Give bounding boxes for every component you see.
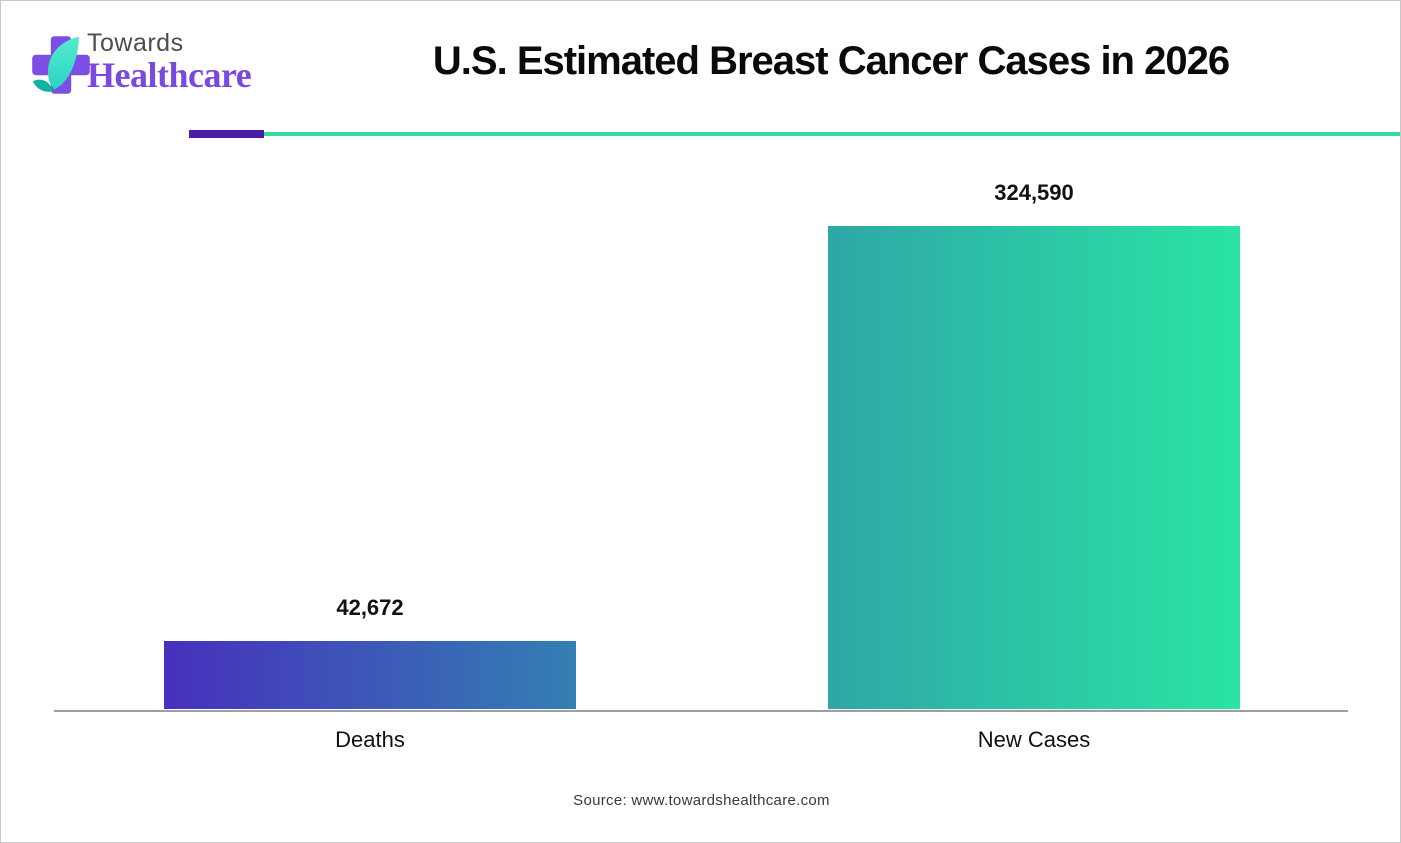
chart-title: U.S. Estimated Breast Cancer Cases in 20… bbox=[432, 39, 1230, 83]
divider-teal-segment bbox=[264, 132, 1400, 136]
source-text: Source: www.towardshealthcare.com bbox=[573, 792, 830, 809]
cross-leaf-logo-icon bbox=[32, 36, 90, 94]
bar-group-new-cases: 324,590 bbox=[828, 180, 1240, 709]
bar-new-cases bbox=[828, 226, 1240, 709]
value-label-deaths: 42,672 bbox=[336, 595, 404, 620]
logo-healthcare-text: Healthcare bbox=[87, 55, 252, 95]
x-axis-line bbox=[54, 710, 1348, 712]
category-label-deaths: Deaths bbox=[335, 727, 405, 752]
logo-towards-text: Towards bbox=[87, 29, 184, 57]
divider-purple-segment bbox=[189, 130, 264, 138]
bar-group-deaths: 42,672 bbox=[164, 595, 576, 709]
category-label-new-cases: New Cases bbox=[977, 727, 1091, 752]
bar-deaths bbox=[164, 641, 576, 709]
value-label-new-cases: 324,590 bbox=[994, 180, 1074, 205]
